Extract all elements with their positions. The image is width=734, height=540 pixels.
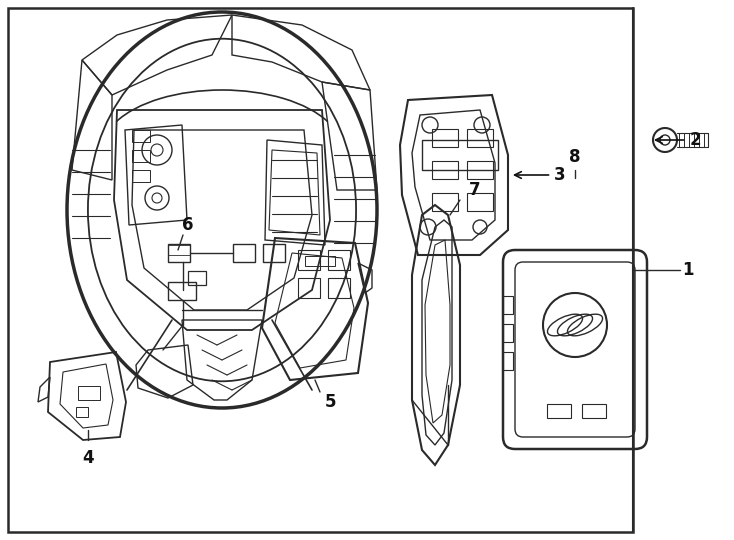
Bar — [432, 129, 458, 147]
Bar — [547, 404, 571, 418]
Bar — [305, 256, 335, 266]
Bar — [582, 404, 606, 418]
Bar — [432, 193, 458, 211]
Text: 4: 4 — [82, 449, 94, 467]
Text: 1: 1 — [682, 261, 694, 279]
Text: 5: 5 — [324, 393, 335, 411]
Text: 8: 8 — [570, 148, 581, 166]
Bar — [328, 250, 350, 270]
Bar — [422, 140, 498, 170]
Bar — [432, 161, 458, 179]
Bar — [467, 161, 493, 179]
Text: 3: 3 — [515, 166, 566, 184]
Bar — [168, 245, 190, 255]
Bar — [76, 407, 88, 417]
Text: 7: 7 — [469, 181, 481, 199]
Bar — [503, 352, 513, 370]
Bar — [328, 278, 350, 298]
Text: 6: 6 — [182, 216, 194, 234]
Bar — [467, 193, 493, 211]
Bar — [503, 296, 513, 314]
Bar — [132, 150, 150, 162]
Bar — [298, 250, 320, 270]
Text: 2: 2 — [655, 131, 701, 149]
Bar — [298, 278, 320, 298]
Bar — [467, 129, 493, 147]
Bar — [233, 244, 255, 262]
Bar — [188, 271, 206, 285]
Bar — [168, 244, 190, 262]
Bar — [168, 282, 196, 300]
Bar — [132, 170, 150, 182]
Bar — [503, 324, 513, 342]
Bar — [263, 244, 285, 262]
Bar — [78, 386, 100, 400]
Bar — [8, 8, 633, 532]
Bar — [132, 130, 150, 142]
